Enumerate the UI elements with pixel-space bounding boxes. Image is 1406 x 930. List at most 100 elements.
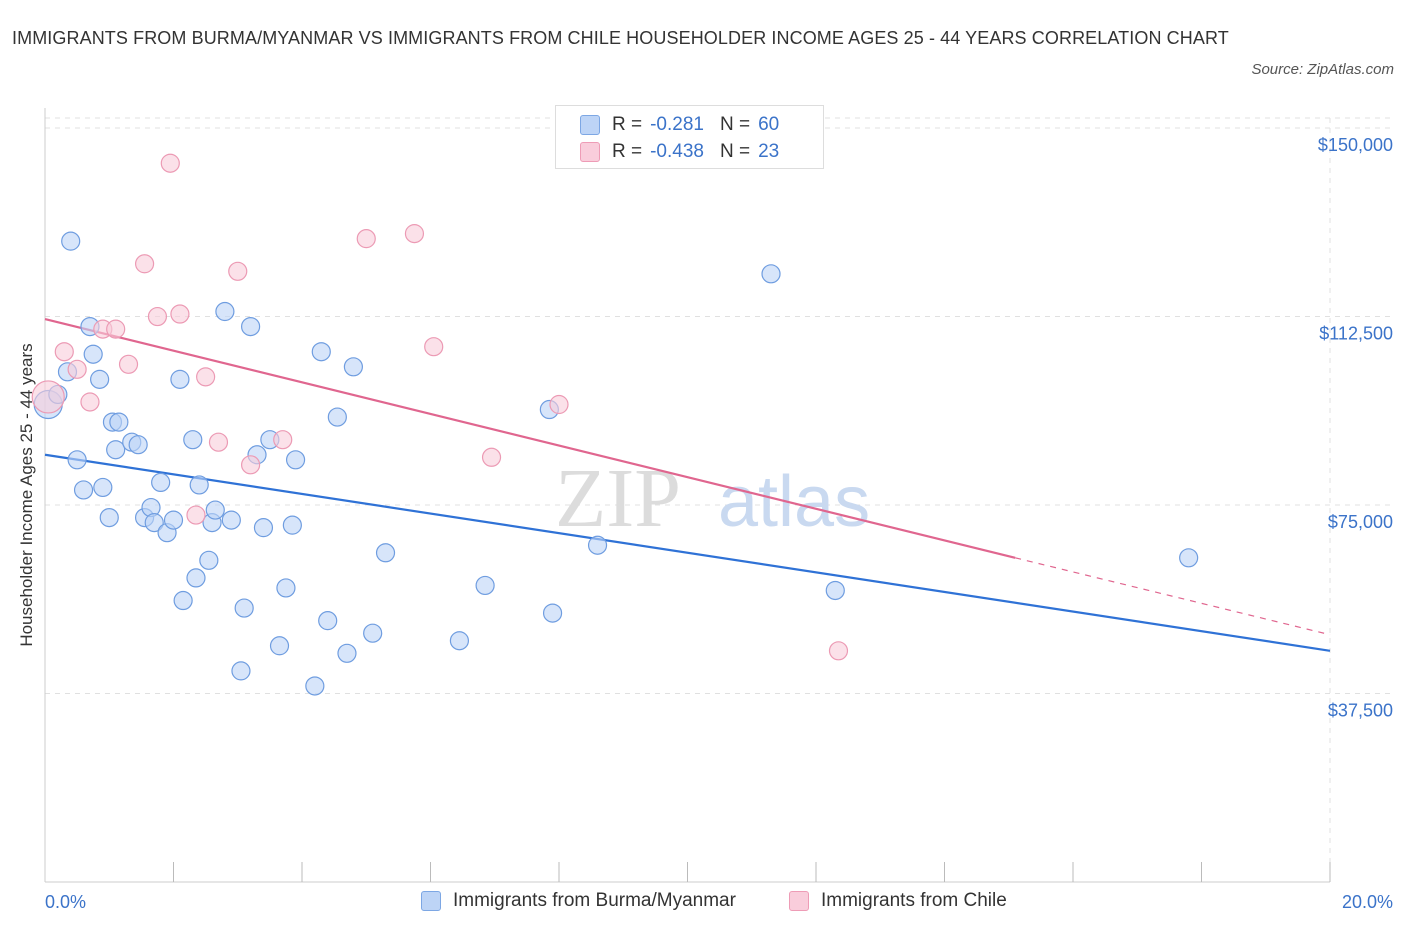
burma-point	[231, 661, 251, 681]
burma-point	[183, 430, 203, 450]
burma-point	[587, 535, 608, 555]
stats-row-burma: R = -0.281 N = 60	[580, 113, 779, 137]
chile-point	[160, 153, 180, 173]
chile-point	[208, 432, 229, 452]
chile-swatch	[789, 891, 809, 911]
chile-point	[147, 306, 168, 327]
burma-point	[109, 412, 129, 432]
chile-point	[828, 641, 849, 661]
axes	[44, 108, 1331, 883]
burma-point	[93, 477, 113, 498]
burma-point	[106, 440, 126, 460]
chile-point	[196, 367, 216, 387]
burma-point	[90, 369, 110, 389]
chile-point	[134, 254, 155, 274]
burma-point	[825, 580, 845, 601]
burma-point	[173, 590, 193, 611]
n-label: N =	[719, 141, 751, 162]
burma-point	[363, 623, 383, 643]
burma-point	[99, 507, 119, 528]
burma-point	[1179, 548, 1199, 568]
burma-point	[234, 598, 254, 618]
burma-swatch	[580, 115, 600, 135]
y-tick-label: $75,000	[1328, 512, 1393, 532]
chile-point	[228, 261, 248, 281]
series-legend: Immigrants from Burma/Myanmar Immigrants…	[0, 890, 1406, 914]
chile-trend-extension	[1015, 557, 1331, 636]
watermark-atlas: atlas	[718, 462, 870, 542]
r-value: -0.438	[650, 141, 704, 162]
legend-item-chile: Immigrants from Chile	[789, 890, 1007, 912]
watermark-zip: ZIP	[555, 452, 681, 545]
r-value: -0.281	[650, 114, 704, 135]
tick-labels: $37,500 $75,000 $112,500 $150,000 0.0% 20.0%	[45, 135, 1393, 912]
burma-point	[61, 231, 81, 251]
trend-lines	[44, 317, 1331, 652]
burma-point	[205, 500, 225, 520]
chile-point	[170, 304, 190, 324]
legend-label-burma: Immigrants from Burma/Myanmar	[453, 890, 736, 911]
data-points	[31, 153, 1199, 696]
burma-point	[343, 357, 363, 377]
burma-trend-line	[44, 453, 1331, 652]
chile-point	[186, 505, 206, 525]
burma-point	[67, 450, 87, 470]
watermark: ZIP atlas	[555, 452, 870, 545]
burma-point	[311, 342, 331, 362]
burma-point	[215, 301, 235, 322]
burma-point	[151, 472, 171, 493]
stats-row-chile: R = -0.438 N = 23	[580, 140, 779, 164]
burma-point	[73, 480, 94, 500]
source-label: Source: ZipAtlas.com	[1251, 61, 1394, 78]
chile-trend-line	[44, 317, 1016, 559]
burma-point	[253, 518, 274, 538]
burma-point	[186, 568, 206, 588]
chart-title: IMMIGRANTS FROM BURMA/MYANMAR VS IMMIGRA…	[12, 28, 1229, 48]
chile-point	[80, 392, 100, 412]
burma-point	[318, 611, 338, 631]
burma-point	[305, 676, 325, 696]
burma-point	[170, 369, 190, 389]
y-tick-label: $150,000	[1318, 135, 1393, 155]
n-label: N =	[719, 114, 751, 135]
burma-point	[83, 344, 103, 364]
burma-point	[276, 578, 296, 598]
burma-point	[241, 316, 261, 337]
x-tick-label: 0.0%	[45, 892, 86, 912]
chile-point	[67, 359, 87, 379]
burma-point	[144, 513, 164, 533]
chile-point	[424, 337, 444, 357]
burma-point	[337, 643, 357, 663]
burma-point	[475, 575, 495, 596]
burma-point	[199, 550, 219, 570]
burma-point	[285, 450, 306, 470]
legend-label-chile: Immigrants from Chile	[821, 890, 1007, 911]
r-label: R =	[612, 114, 643, 135]
burma-point	[449, 631, 470, 651]
chile-point	[241, 455, 261, 475]
y-tick-label: $112,500	[1319, 324, 1393, 344]
x-tick-label: 20.0%	[1342, 892, 1393, 912]
chile-point	[54, 342, 74, 362]
y-tick-label: $37,500	[1328, 701, 1393, 721]
chile-point	[549, 394, 569, 415]
burma-point	[128, 435, 148, 455]
legend-item-burma: Immigrants from Burma/Myanmar	[421, 890, 736, 912]
chile-point	[273, 430, 293, 450]
burma-point	[542, 603, 563, 623]
n-value: 23	[758, 141, 780, 162]
chile-point	[356, 229, 376, 249]
burma-point	[761, 264, 781, 284]
burma-point	[282, 515, 302, 535]
chile-swatch	[580, 142, 600, 162]
chile-point	[106, 319, 126, 339]
gridlines	[45, 117, 1395, 882]
burma-point	[269, 636, 290, 656]
burma-point	[375, 543, 396, 563]
burma-point	[189, 475, 209, 495]
burma-swatch	[421, 891, 441, 911]
r-label: R =	[612, 141, 643, 162]
chile-point	[481, 447, 502, 467]
burma-point	[163, 510, 184, 530]
